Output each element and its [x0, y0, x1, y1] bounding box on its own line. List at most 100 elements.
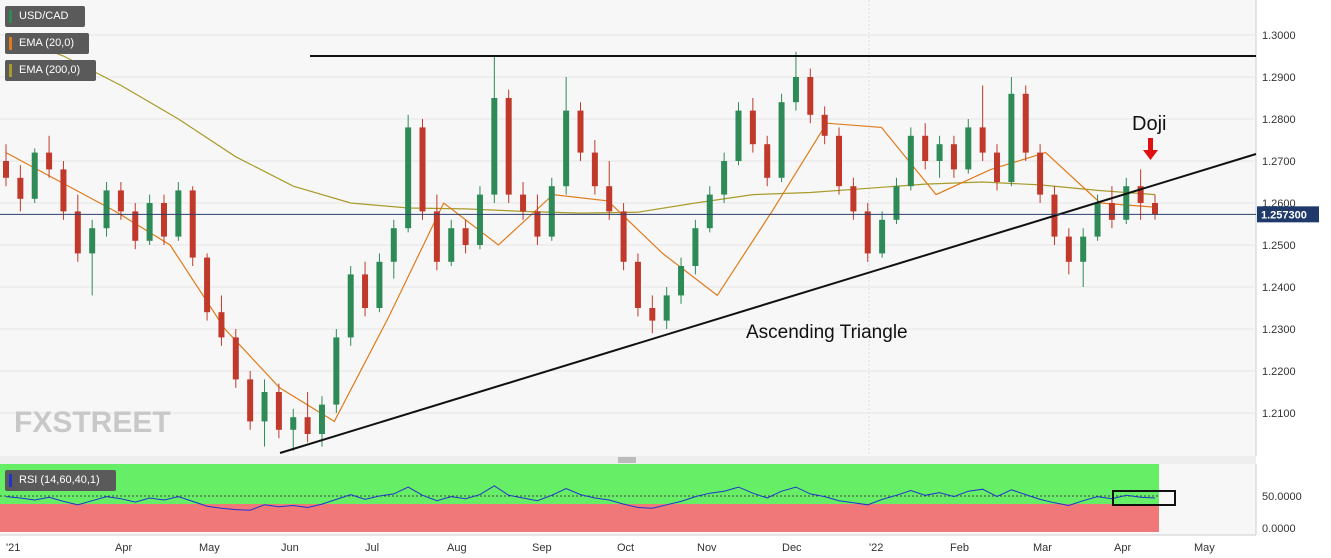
candle — [979, 85, 986, 161]
candle — [649, 295, 656, 334]
candle — [764, 135, 771, 187]
grid-lines — [0, 34, 1256, 414]
candle — [534, 194, 541, 245]
price-tick-label: 1.2200 — [1262, 366, 1296, 378]
candle — [1065, 228, 1072, 275]
candle — [3, 144, 9, 187]
current-price-label: 1.257300 — [1261, 209, 1307, 221]
candle — [821, 106, 828, 145]
candle — [1037, 144, 1044, 203]
candle — [362, 261, 369, 317]
x-tick-label: Aug — [447, 542, 467, 554]
price-tick-label: 1.2700 — [1262, 156, 1296, 168]
candle — [749, 98, 756, 153]
legend-symbol[interactable]: USD/CAD — [5, 6, 85, 27]
doji-annotation: Doji — [1132, 113, 1166, 135]
rsi-overbought-zone — [0, 464, 1159, 504]
candle — [1108, 186, 1115, 229]
candle — [606, 161, 613, 220]
legend-ema20-label: EMA (20,0) — [19, 37, 75, 49]
rsi-path — [5, 485, 1156, 511]
candle — [577, 102, 584, 161]
legend-ema200[interactable]: EMA (200,0) — [5, 60, 96, 81]
candle — [807, 68, 814, 124]
candle — [17, 165, 24, 212]
candle — [836, 127, 843, 195]
drag-handle-icon[interactable] — [618, 457, 636, 463]
x-tick-label: Apr — [1114, 542, 1131, 554]
legend-symbol-label: USD/CAD — [19, 10, 69, 22]
x-tick-label: Feb — [950, 542, 969, 554]
candle — [1152, 194, 1158, 220]
candle — [160, 194, 167, 245]
candle — [261, 379, 268, 447]
candle — [678, 257, 685, 304]
candle — [390, 219, 397, 279]
x-tick-label: Sep — [532, 542, 552, 554]
candle — [792, 51, 799, 111]
rsi-line — [5, 485, 1156, 511]
fxstreet-logo: FXSTREET — [14, 406, 171, 439]
candle — [491, 56, 498, 203]
candle — [247, 371, 254, 430]
candle — [31, 148, 38, 203]
x-tick-label: '21 — [6, 542, 20, 554]
candle — [290, 408, 297, 451]
candle — [347, 266, 354, 346]
candle — [907, 127, 914, 191]
symbol-swatch — [9, 10, 12, 23]
x-axis-ticks: '21 Apr May Jun Jul Aug Sep Oct Nov Dec '22 Feb Mar A… — [6, 542, 1215, 554]
x-tick-label: Nov — [697, 542, 717, 554]
ema-200-path — [5, 34, 1156, 214]
x-tick-label: May — [199, 542, 220, 554]
ema-20-line — [5, 122, 1156, 423]
doji-arrow-icon — [1143, 138, 1158, 160]
x-tick-label: Apr — [115, 542, 132, 554]
price-panel — [0, 0, 1256, 456]
candle — [132, 203, 139, 250]
ema200-swatch — [9, 64, 12, 77]
candle — [117, 182, 124, 220]
candle — [778, 93, 785, 182]
candle — [304, 392, 311, 443]
candle — [275, 383, 282, 439]
current-price-tag — [1257, 206, 1319, 223]
price-tick-label: 1.2900 — [1262, 72, 1296, 84]
legend-ema200-label: EMA (200,0) — [19, 64, 81, 76]
candle — [419, 119, 426, 220]
candle — [563, 77, 570, 195]
candle — [146, 194, 153, 245]
candle — [620, 203, 627, 271]
candle — [318, 396, 325, 447]
candle — [965, 119, 972, 174]
price-tick-label: 1.2800 — [1262, 114, 1296, 126]
legend-ema20[interactable]: EMA (20,0) — [5, 33, 89, 54]
price-tick-label: 1.2400 — [1262, 282, 1296, 294]
candle — [433, 194, 440, 271]
candle — [103, 182, 110, 237]
candle — [218, 295, 225, 346]
rsi-highlight-box — [1112, 490, 1176, 506]
candle — [462, 219, 469, 254]
candle — [893, 177, 900, 224]
price-tick-label: 1.2300 — [1262, 324, 1296, 336]
candlestick-series — [3, 51, 1158, 451]
candle — [721, 152, 728, 203]
candle — [505, 89, 512, 203]
candle — [89, 219, 96, 296]
candle — [232, 329, 239, 388]
x-tick-label: Jun — [281, 542, 299, 554]
candle — [1123, 177, 1130, 224]
candle — [706, 186, 713, 233]
candle — [634, 253, 641, 317]
candle — [448, 219, 455, 266]
candle — [735, 102, 742, 166]
x-tick-label: '22 — [869, 542, 883, 554]
candle — [950, 135, 957, 178]
legend-rsi[interactable]: RSI (14,60,40,1) — [5, 470, 116, 491]
candle — [333, 329, 340, 413]
candle — [1022, 85, 1029, 161]
x-tick-label: Mar — [1033, 542, 1052, 554]
legend-rsi-label: RSI (14,60,40,1) — [19, 474, 100, 486]
